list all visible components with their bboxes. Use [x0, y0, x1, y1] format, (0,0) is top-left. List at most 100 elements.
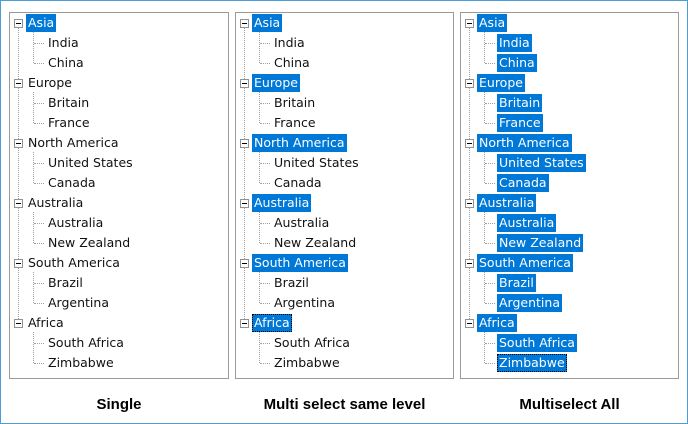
tree-node-australia[interactable]: Australia	[28, 195, 84, 210]
tree-connector-line	[485, 283, 495, 284]
tree-node-china[interactable]: China	[497, 54, 537, 72]
tree-node-canada[interactable]: Canada	[274, 175, 322, 190]
tree-node-new-zealand[interactable]: New Zealand	[48, 235, 131, 250]
tree-connector-line	[484, 32, 485, 63]
tree-connector-line	[34, 163, 44, 164]
tree-node-north-america[interactable]: North America	[252, 134, 347, 152]
tree-connector-line	[469, 23, 470, 83]
tree-node-south-america[interactable]: South America	[252, 254, 348, 272]
tree-node-south-africa[interactable]: South Africa	[274, 335, 350, 350]
tree-connector-line	[244, 263, 245, 323]
collapse-icon[interactable]	[240, 319, 249, 328]
tree-node-britain[interactable]: Britain	[274, 95, 316, 110]
tree-node-india[interactable]: India	[48, 35, 79, 50]
tree-connector-line	[18, 143, 19, 203]
tree-node-asia[interactable]: Asia	[477, 14, 508, 32]
collapse-icon[interactable]	[14, 139, 23, 148]
tree-node-united-states[interactable]: United States	[48, 155, 133, 170]
tree-connector-line	[485, 183, 495, 184]
tree-node-china[interactable]: China	[274, 55, 310, 70]
tree-node-canada[interactable]: Canada	[48, 175, 96, 190]
tree-node-united-states[interactable]: United States	[274, 155, 359, 170]
tree-node-zimbabwe[interactable]: Zimbabwe	[497, 354, 567, 372]
collapse-icon[interactable]	[14, 259, 23, 268]
collapse-icon[interactable]	[14, 199, 23, 208]
collapse-icon[interactable]	[240, 19, 249, 28]
tree-node-south-africa[interactable]: South Africa	[497, 334, 577, 352]
tree-connector-line	[484, 92, 485, 123]
tree-node-zimbabwe[interactable]: Zimbabwe	[48, 355, 114, 370]
tree-node-australia[interactable]: Australia	[497, 214, 557, 232]
collapse-icon[interactable]	[240, 259, 249, 268]
tree-node-argentina[interactable]: Argentina	[48, 295, 109, 310]
collapse-icon[interactable]	[465, 199, 474, 208]
collapse-icon[interactable]	[465, 19, 474, 28]
collapse-icon[interactable]	[465, 79, 474, 88]
collapse-icon[interactable]	[465, 319, 474, 328]
tree-node-south-america[interactable]: South America	[477, 254, 573, 272]
collapse-icon[interactable]	[14, 79, 23, 88]
tree-node-north-america[interactable]: North America	[28, 135, 119, 150]
tree-connector-line	[485, 223, 495, 224]
tree-connector-line	[18, 203, 19, 263]
tree-connector-line	[469, 83, 470, 143]
collapse-icon[interactable]	[240, 199, 249, 208]
collapse-icon[interactable]	[465, 259, 474, 268]
tree-node-new-zealand[interactable]: New Zealand	[497, 234, 584, 252]
tree-node-united-states[interactable]: United States	[497, 154, 586, 172]
tree-node-brazil[interactable]: Brazil	[497, 274, 536, 292]
tree-connector-line	[244, 203, 245, 263]
tree-node-europe[interactable]: Europe	[477, 74, 525, 92]
tree-node-france[interactable]: France	[274, 115, 316, 130]
tree-node-new-zealand[interactable]: New Zealand	[274, 235, 357, 250]
tree-node-south-africa[interactable]: South Africa	[48, 335, 124, 350]
tree-node-africa[interactable]: Africa	[28, 315, 64, 330]
tree-node-africa[interactable]: Africa	[252, 314, 292, 332]
tree-node-china[interactable]: China	[48, 55, 84, 70]
tree-node-europe[interactable]: Europe	[28, 75, 72, 90]
tree-connector-line	[259, 32, 260, 63]
tree-node-asia[interactable]: Asia	[252, 14, 283, 32]
tree-node-africa[interactable]: Africa	[477, 314, 517, 332]
tree-connector-line	[18, 263, 19, 323]
tree-node-europe[interactable]: Europe	[252, 74, 300, 92]
tree-node-australia[interactable]: Australia	[252, 194, 312, 212]
tree-node-australia[interactable]: Australia	[477, 194, 537, 212]
tree-node-france[interactable]: France	[48, 115, 90, 130]
tree-node-india[interactable]: India	[274, 35, 305, 50]
tree-node-brazil[interactable]: Brazil	[274, 275, 309, 290]
tree-node-argentina[interactable]: Argentina	[497, 294, 562, 312]
tree-node-france[interactable]: France	[497, 114, 543, 132]
tree-view-multi-all[interactable]: Asia India China Europe Britain France North A…	[460, 12, 679, 379]
tree-node-north-america[interactable]: North America	[477, 134, 572, 152]
tree-node-argentina[interactable]: Argentina	[274, 295, 335, 310]
tree-view-multi-same-level[interactable]: Asia India China Europe Britain France North A…	[235, 12, 454, 379]
tree-node-canada[interactable]: Canada	[497, 174, 549, 192]
tree-node-australia[interactable]: Australia	[48, 215, 104, 230]
collapse-icon[interactable]	[14, 19, 23, 28]
collapse-icon[interactable]	[465, 139, 474, 148]
tree-node-south-america[interactable]: South America	[28, 255, 120, 270]
tree-node-britain[interactable]: Britain	[48, 95, 90, 110]
tree-connector-line	[259, 92, 260, 123]
tree-connector-line	[469, 143, 470, 203]
collapse-icon[interactable]	[14, 319, 23, 328]
tree-node-india[interactable]: India	[497, 34, 532, 52]
tree-connector-line	[485, 363, 495, 364]
tree-connector-line	[34, 363, 44, 364]
tree-node-britain[interactable]: Britain	[497, 94, 543, 112]
collapse-icon[interactable]	[240, 79, 249, 88]
tree-node-zimbabwe[interactable]: Zimbabwe	[274, 355, 340, 370]
tree-connector-line	[484, 332, 485, 363]
tree-node-australia[interactable]: Australia	[274, 215, 330, 230]
tree-node-brazil[interactable]: Brazil	[48, 275, 83, 290]
tree-connector-line	[259, 152, 260, 183]
tree-connector-line	[485, 303, 495, 304]
tree-connector-line	[34, 123, 44, 124]
tree-connector-line	[484, 212, 485, 243]
tree-connector-line	[34, 343, 44, 344]
tree-connector-line	[485, 63, 495, 64]
tree-view-single[interactable]: Asia India China Europe Britain France North A…	[9, 12, 229, 379]
tree-node-asia[interactable]: Asia	[26, 14, 57, 32]
collapse-icon[interactable]	[240, 139, 249, 148]
